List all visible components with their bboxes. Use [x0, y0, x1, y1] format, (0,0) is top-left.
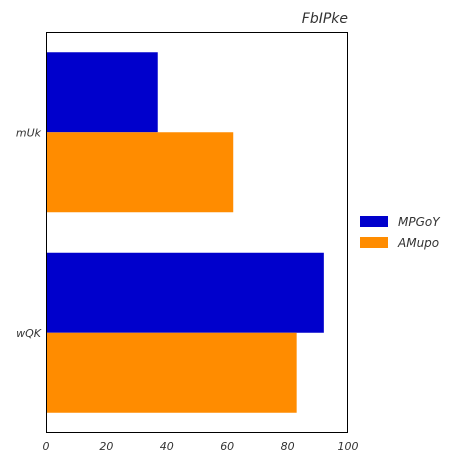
bar-MPGoY-wQK [46, 252, 324, 333]
y-axis-ticks: mUk wQK [16, 126, 42, 340]
x-tick-label: 100 [338, 440, 359, 453]
bar-MPGoY-mUk [46, 52, 158, 133]
x-tick-label: 20 [99, 440, 113, 453]
legend-swatch-AMupo [360, 237, 388, 248]
x-tick-label: 0 [43, 440, 50, 453]
plot-frame [46, 32, 348, 433]
legend: MPGoY AMupo [360, 215, 441, 250]
chart-title: FbIPke [302, 11, 348, 27]
bar-AMupo-mUk [46, 132, 234, 213]
x-axis-ticks: 0 20 40 60 80 100 [43, 440, 359, 453]
bars-group [46, 52, 324, 413]
legend-label-AMupo: AMupo [397, 236, 439, 250]
x-tick-label: 80 [281, 440, 295, 453]
y-tick-label: wQK [16, 327, 42, 340]
x-tick-label: 40 [160, 440, 174, 453]
y-tick-label: mUk [16, 126, 42, 139]
x-tick-label: 60 [220, 440, 234, 453]
legend-swatch-MPGoY [360, 216, 388, 227]
legend-label-MPGoY: MPGoY [398, 215, 441, 229]
bar-AMupo-wQK [46, 332, 297, 413]
